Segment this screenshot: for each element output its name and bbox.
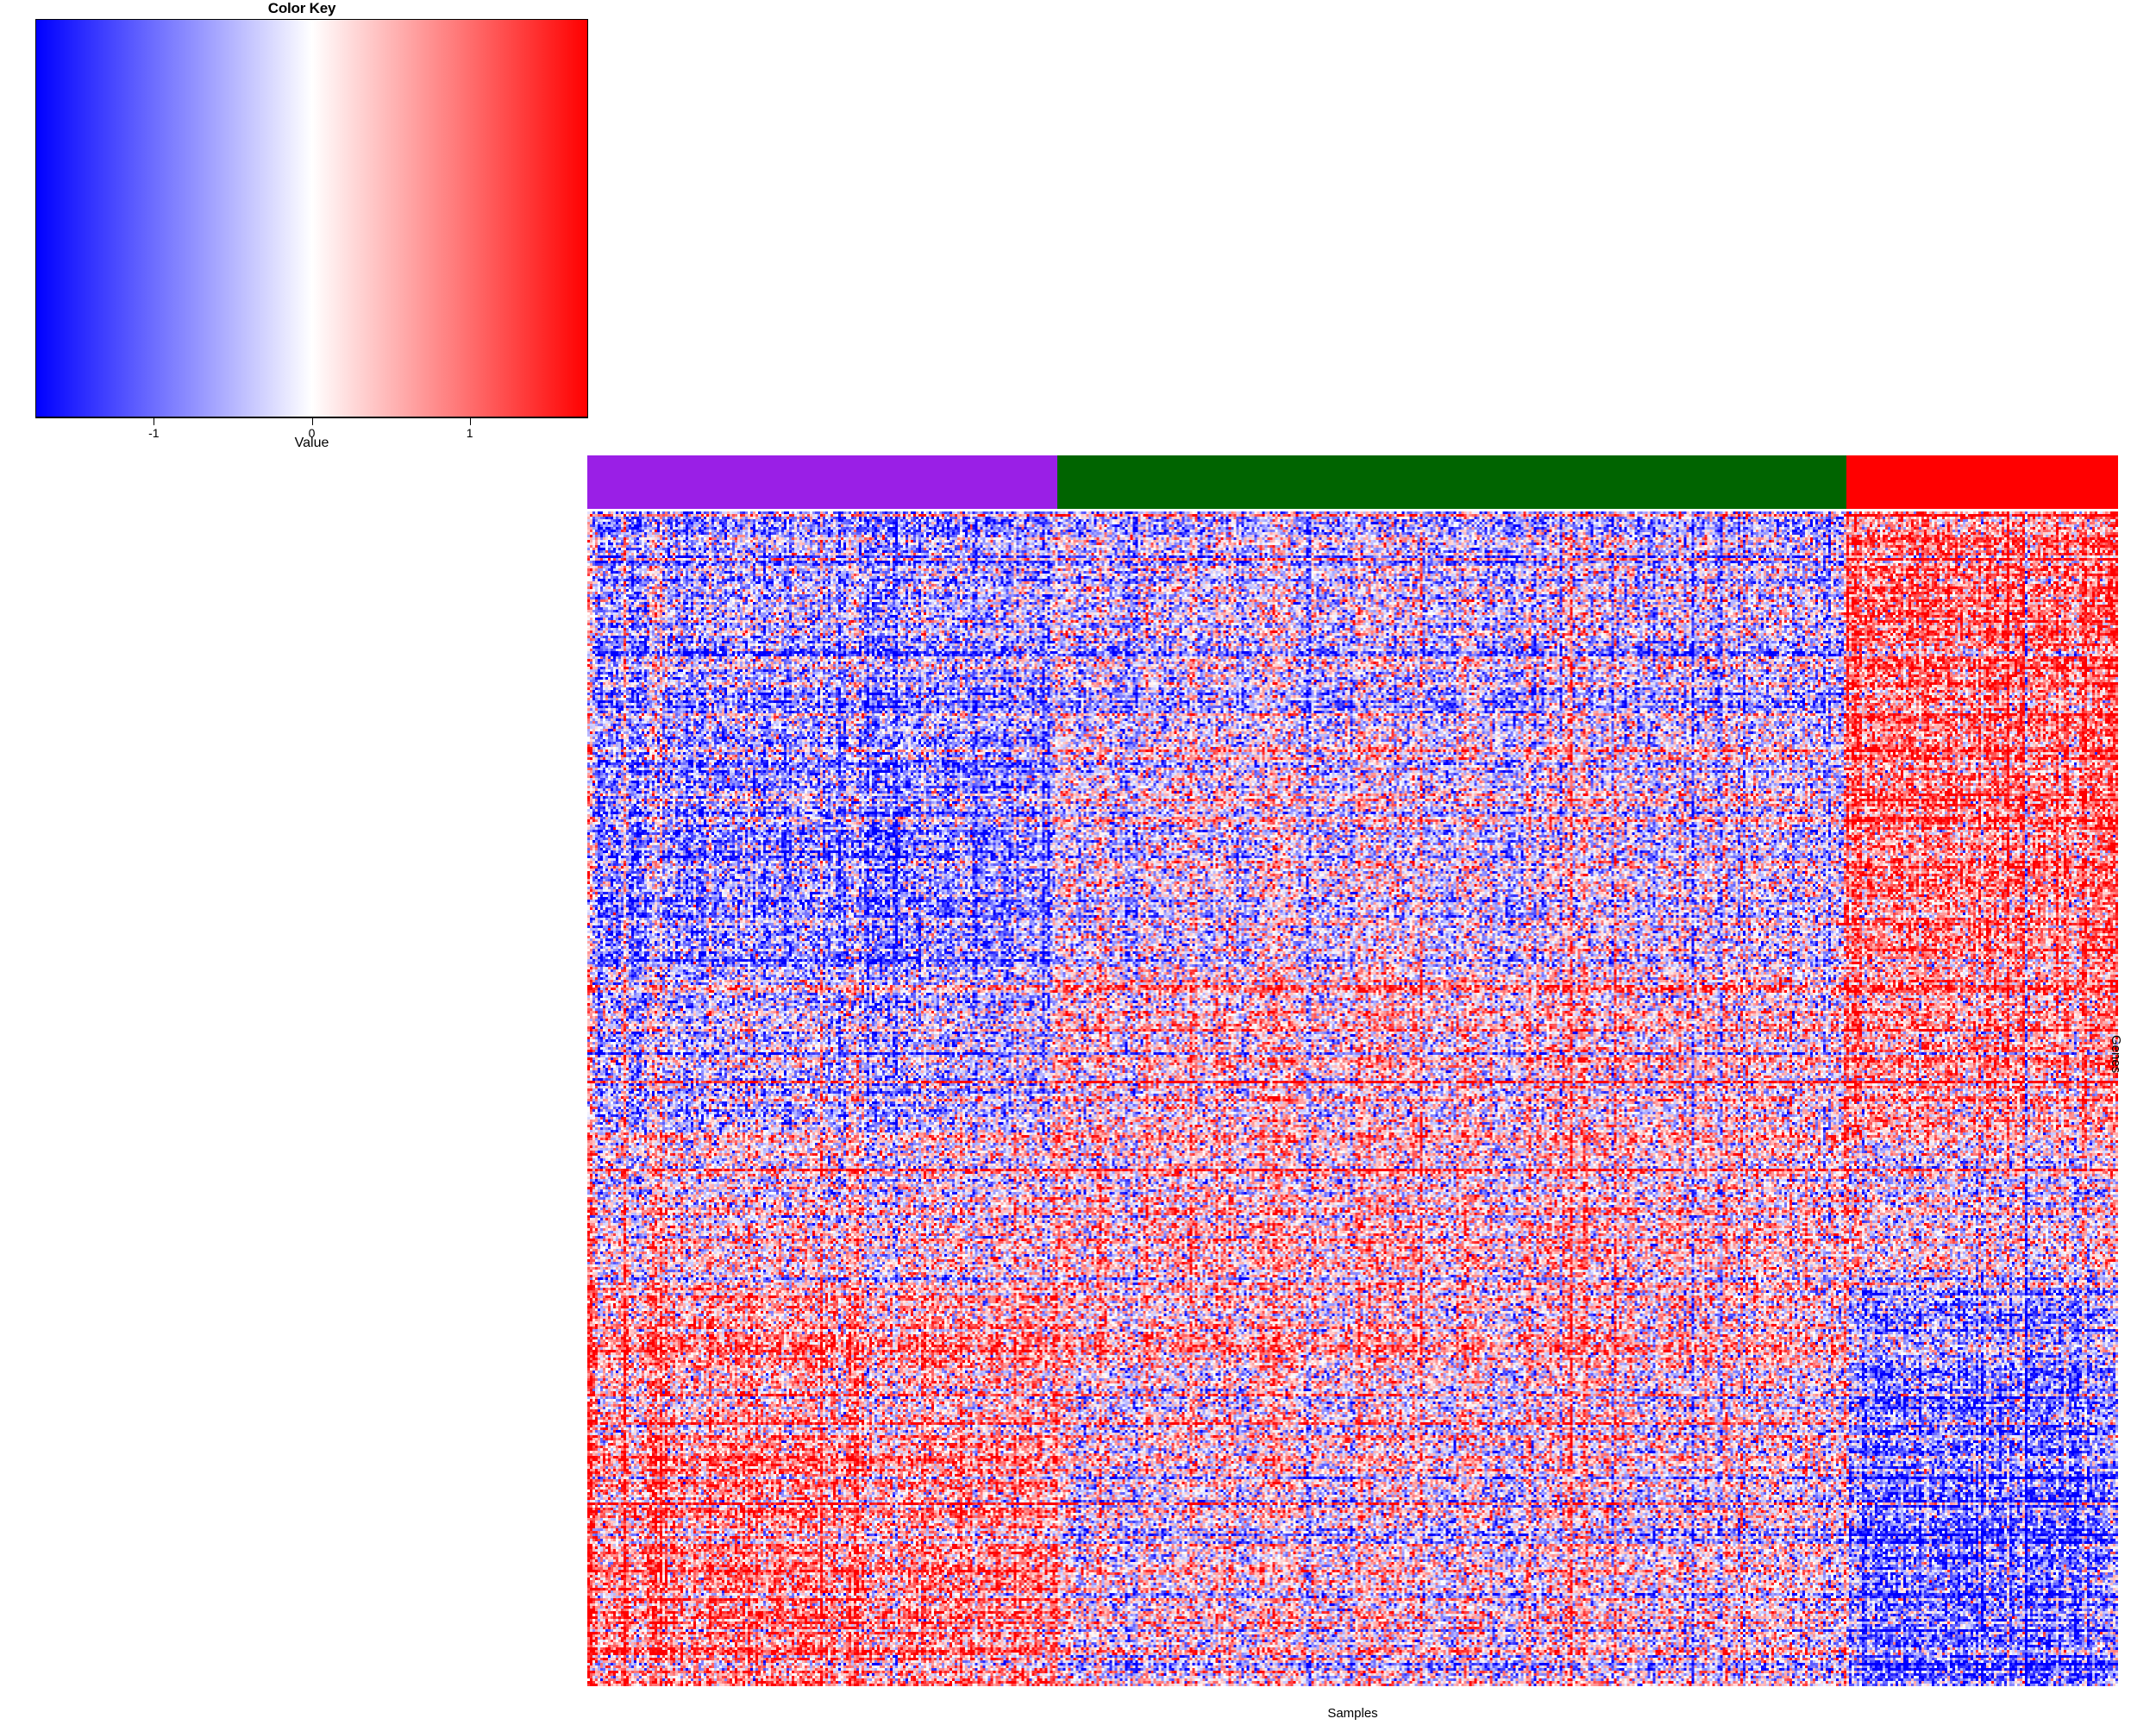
color-key-tick-label-1: 0 <box>308 426 316 440</box>
y-axis-label: Genes <box>2109 1035 2123 1074</box>
column-annotation-band-0 <box>587 455 1057 509</box>
color-key-tick-label-2: 1 <box>466 426 473 440</box>
color-key-panel: Color Key -1 0 1 Value <box>0 0 604 466</box>
heatmap-panel <box>587 455 2118 1687</box>
color-key-title: Color Key <box>267 0 336 16</box>
column-annotation-bar <box>587 455 2118 509</box>
x-axis-label: Samples <box>1327 1706 1378 1721</box>
color-key-gradient-bar <box>35 19 588 417</box>
color-key-tick-2 <box>469 417 471 425</box>
color-key-tick-label-0: -1 <box>148 426 160 440</box>
heatmap-cells <box>587 511 2118 1686</box>
column-annotation-band-2 <box>1846 455 2118 509</box>
heatmap-body <box>587 511 2118 1686</box>
color-key-axis-label: Value <box>294 436 329 450</box>
column-annotation-band-1 <box>1056 455 1846 509</box>
color-key-tick-1 <box>311 417 313 425</box>
